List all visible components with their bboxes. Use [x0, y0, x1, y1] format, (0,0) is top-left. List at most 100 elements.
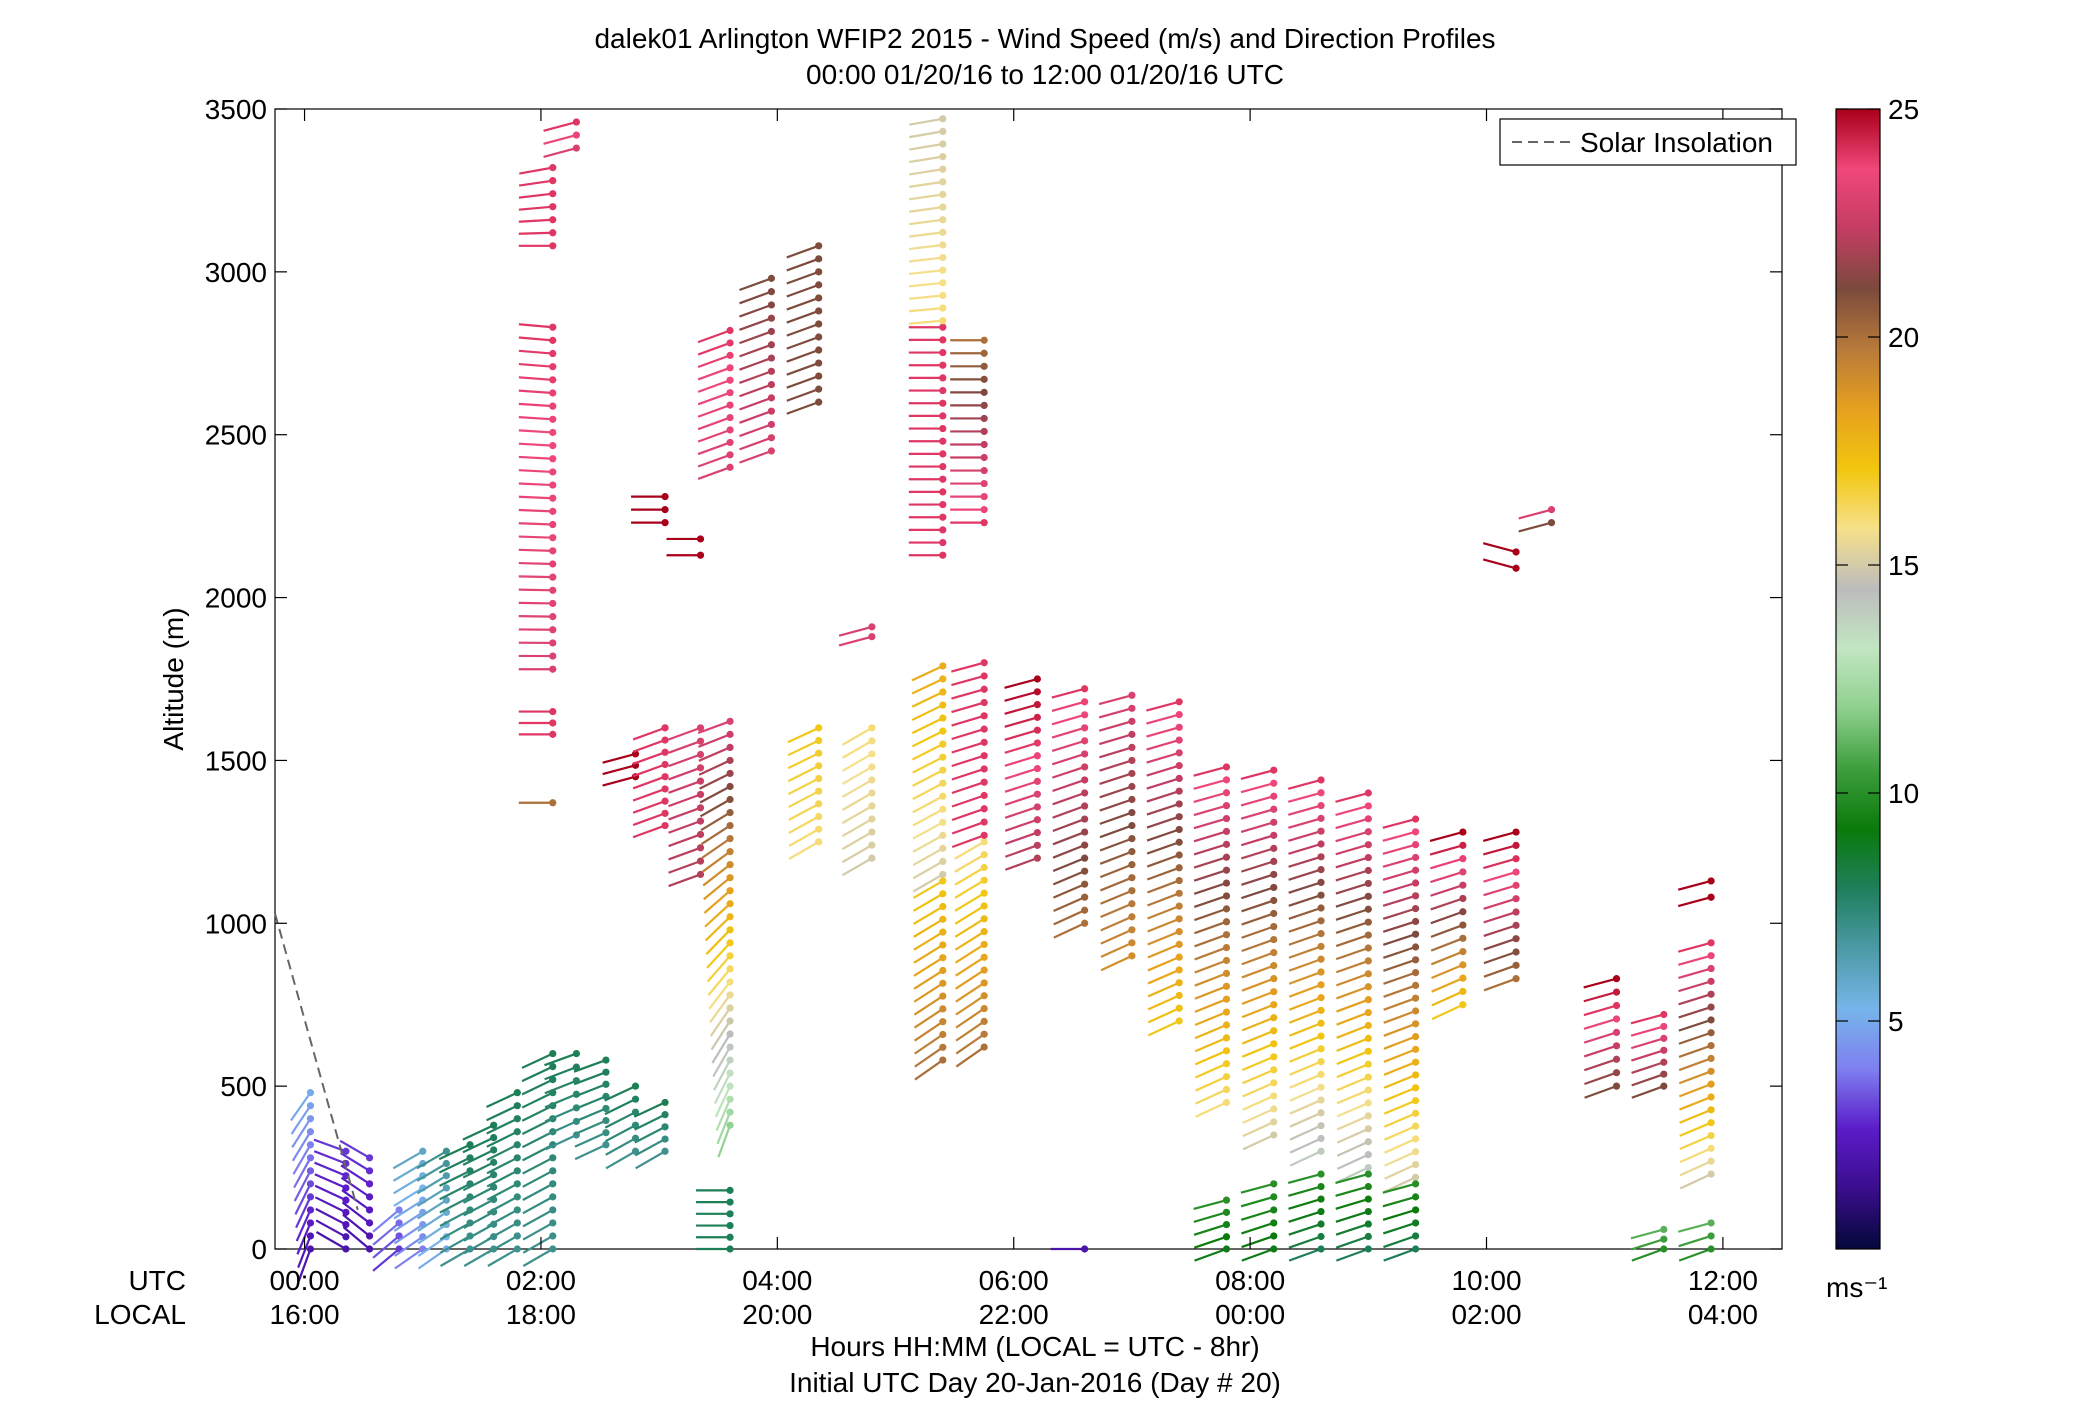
barb-point [1707, 1093, 1715, 1101]
barb-point [1128, 861, 1136, 869]
barb-point [939, 361, 947, 369]
barb-point [815, 838, 823, 846]
barb-staff [393, 1211, 424, 1232]
barb-staff [1193, 778, 1227, 790]
barb-staff [712, 1046, 732, 1078]
barb-point [549, 494, 557, 502]
barb-point [1081, 919, 1089, 927]
barb-point [815, 787, 823, 795]
barb-point [939, 513, 947, 521]
barb-staff [1483, 871, 1517, 883]
barb-staff [1147, 981, 1180, 998]
barb-point [1081, 737, 1089, 745]
barb-point [726, 991, 734, 999]
barb-staff [1335, 791, 1369, 803]
barb-staff [543, 147, 577, 158]
barb-point [1317, 865, 1325, 874]
barb-staff [486, 1130, 518, 1148]
barb-point [1175, 1017, 1183, 1025]
barb-staff [697, 720, 731, 735]
barb-point [1707, 877, 1715, 885]
barb-point [980, 493, 988, 501]
barb-point [631, 1082, 640, 1090]
barb-staff [1382, 1182, 1416, 1194]
barb-staff [1004, 818, 1038, 832]
colorbar-ticks: 5 10 15 20 25 [1836, 94, 1919, 1037]
barb-point [1081, 711, 1089, 719]
utc-row-label: UTC [128, 1265, 186, 1296]
barb-point [1175, 864, 1183, 872]
barb-point [939, 254, 947, 262]
barb-staff [632, 787, 666, 802]
barb-point [1364, 1073, 1372, 1081]
barb-staff [462, 1124, 495, 1141]
barb-staff [1289, 1035, 1322, 1050]
barb-staff [291, 1131, 312, 1162]
barb-staff [632, 812, 666, 827]
barb-staff [518, 402, 553, 408]
barb-point [306, 1206, 315, 1214]
barb-staff [951, 674, 985, 687]
barb-point [1222, 892, 1231, 900]
barb-staff [1336, 1114, 1369, 1131]
barb-staff [486, 1195, 518, 1214]
barb-staff [668, 873, 701, 888]
barb-point [726, 978, 734, 986]
barb-point [1222, 1196, 1231, 1204]
barb-staff [955, 1046, 985, 1068]
barb-staff [1288, 1210, 1322, 1223]
barb-point [939, 1005, 947, 1013]
barb-staff [1052, 791, 1086, 806]
barb-point [815, 255, 823, 263]
barb-point [602, 1129, 610, 1137]
barb-staff [1146, 828, 1180, 842]
colorbar: 5 10 15 20 25 ms⁻¹ [1826, 94, 1919, 1303]
barb-point [306, 1193, 315, 1201]
barb-staff [1147, 1007, 1180, 1024]
barb-staff [339, 1139, 371, 1159]
barb-staff [339, 1152, 371, 1172]
barb-staff [1335, 817, 1369, 830]
barb-point [868, 802, 876, 810]
barb-point [939, 992, 947, 1000]
barb-point [513, 1102, 521, 1110]
barb-staff [1004, 716, 1038, 728]
x-axis-ticks: 00:0016:0002:0018:0004:0020:0006:0022:00… [270, 109, 1758, 1330]
barb-staff [1052, 844, 1086, 859]
barb-staff [1289, 1150, 1322, 1167]
x-tick-label-local: 02:00 [1451, 1299, 1521, 1330]
barb-point [365, 1193, 374, 1201]
barb-staff [1335, 972, 1369, 987]
barb-staff [1146, 866, 1180, 881]
barb-staff [1193, 791, 1227, 804]
barb-point [549, 613, 557, 621]
barb-staff [1193, 856, 1227, 869]
barb-point [726, 351, 734, 359]
barb-staff [486, 1091, 518, 1109]
barb-staff [1289, 1022, 1322, 1037]
barb-point [365, 1206, 374, 1214]
barb-staff [739, 303, 772, 318]
barb-point [365, 1232, 374, 1240]
barb-point [1270, 1079, 1278, 1087]
barb-staff [545, 1134, 577, 1151]
barb-staff [1677, 879, 1712, 891]
barb-point [1222, 969, 1231, 977]
barb-point [1270, 1092, 1278, 1100]
barb-point [939, 475, 947, 483]
barb-point [306, 1141, 315, 1149]
barb-staff [1240, 769, 1275, 781]
barb-staff [1146, 726, 1180, 738]
barb-staff [1241, 1016, 1275, 1032]
barb-point [815, 372, 823, 380]
barb-point [726, 1030, 734, 1038]
barb-staff [543, 133, 577, 145]
barb-point [549, 216, 557, 224]
barb-staff [1335, 856, 1369, 869]
barb-staff [1483, 950, 1517, 965]
barb-staff [518, 442, 553, 447]
barb-staff [911, 678, 944, 695]
barb-staff [462, 1173, 495, 1192]
barb-staff [1146, 713, 1180, 725]
barb-point [1364, 931, 1372, 939]
